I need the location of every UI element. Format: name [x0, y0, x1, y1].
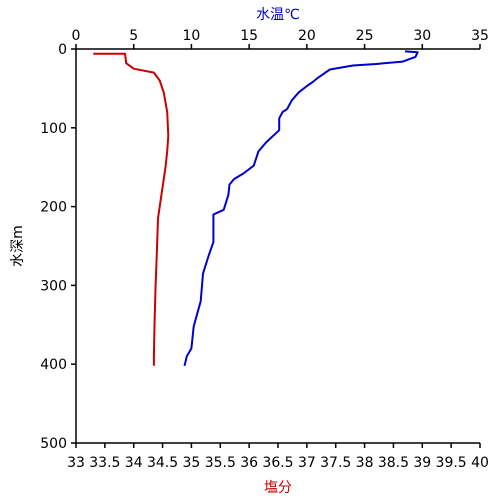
top-tick-label: 5 [129, 28, 138, 44]
bottom-tick-label: 36.5 [262, 455, 293, 471]
bottom-tick-label: 39.5 [436, 455, 467, 471]
bottom-tick-label: 35.5 [205, 455, 236, 471]
bottom-tick-label: 35 [183, 455, 201, 471]
bottom-tick-label: 38.5 [378, 455, 409, 471]
top-tick-label: 25 [356, 28, 374, 44]
series-group [93, 50, 419, 367]
bottom-tick-label: 34 [125, 455, 143, 471]
top-tick-label: 35 [471, 28, 489, 44]
top-tick-label: 20 [298, 28, 316, 44]
bottom-tick-label: 39 [413, 455, 431, 471]
top-tick-label: 30 [413, 28, 431, 44]
y-tick-label: 100 [40, 121, 67, 137]
y-ticks: 0 100 200 300 400 500 [40, 42, 76, 452]
bottom-tick-label: 37 [298, 455, 316, 471]
y-tick-label: 200 [40, 200, 67, 216]
top-tick-label: 0 [72, 28, 81, 44]
y-tick-label: 500 [40, 436, 67, 452]
bottom-tick-label: 33 [67, 455, 85, 471]
top-axis-title: 水温℃ [256, 7, 300, 23]
axes-group [75, 48, 480, 444]
salinity-series-line [93, 52, 170, 366]
temperature-series-line [183, 50, 419, 367]
top-tick-label: 15 [240, 28, 258, 44]
top-x-ticks: 0 5 10 15 20 25 30 35 [72, 28, 489, 49]
bottom-tick-label: 40 [471, 455, 489, 471]
y-tick-label: 0 [58, 42, 67, 58]
y-tick-label: 400 [40, 357, 67, 373]
bottom-tick-label: 36 [240, 455, 258, 471]
y-tick-label: 300 [40, 278, 67, 294]
bottom-x-ticks: 33 33.5 34 34.5 35 35.5 36 36.5 37 37.5 38 38.5 39 39… [67, 443, 489, 471]
left-axis-title: 水深m [10, 225, 26, 267]
bottom-tick-label: 38 [356, 455, 374, 471]
bottom-tick-label: 37.5 [320, 455, 351, 471]
bottom-tick-label: 33.5 [89, 455, 120, 471]
top-tick-label: 10 [183, 28, 201, 44]
bottom-axis-title: 塩分 [264, 480, 292, 496]
bottom-tick-label: 34.5 [147, 455, 178, 471]
